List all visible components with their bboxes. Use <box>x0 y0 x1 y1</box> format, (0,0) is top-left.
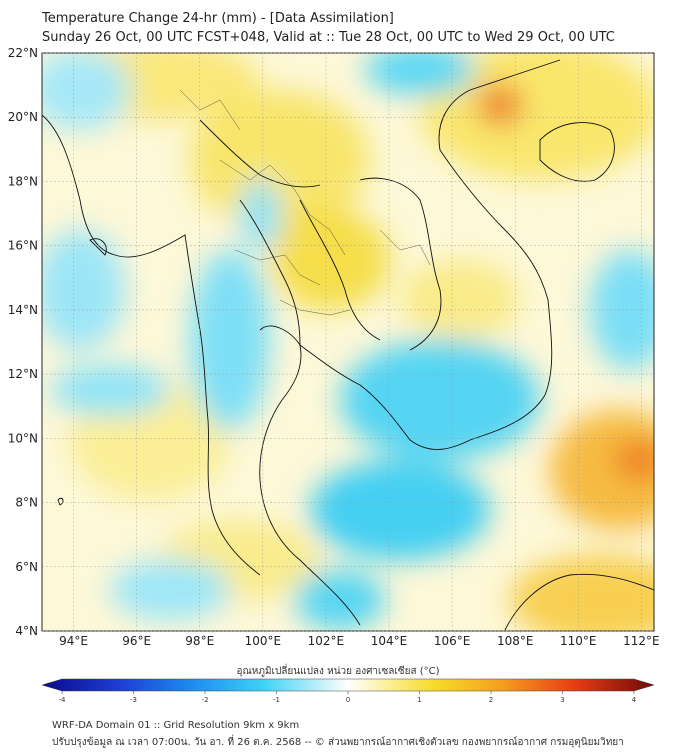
colorbar-bar <box>41 678 655 692</box>
lat-label: 12°N <box>8 367 38 381</box>
longitude-labels: 94°E 96°E 98°E 100°E 102°E 104°E 106°E 108°E 110… <box>59 634 660 648</box>
colorbar-tick-label: -2 <box>202 696 209 704</box>
lat-label: 20°N <box>8 110 38 124</box>
lat-label: 6°N <box>15 560 38 574</box>
lat-label: 8°N <box>15 496 38 510</box>
colorbar-tick-label: 0 <box>346 696 350 704</box>
lon-label: 108°E <box>497 634 534 648</box>
lon-label: 104°E <box>371 634 408 648</box>
colorbar-tick-label: 3 <box>560 696 564 704</box>
lon-label: 112°E <box>623 634 660 648</box>
colorbar-title: อุณหภูมิเปลี่ยนแปลง หน่วย องศาเซลเซียส (… <box>236 666 440 677</box>
map-title: Temperature Change 24-hr (mm) - [Data As… <box>42 11 394 26</box>
lat-label: 22°N <box>8 46 38 60</box>
graticule <box>42 52 654 632</box>
lat-label: 4°N <box>15 624 38 638</box>
lon-label: 102°E <box>308 634 345 648</box>
field-layer <box>42 53 654 631</box>
lon-label: 94°E <box>59 634 88 648</box>
colorbar: -4 -3 -2 -1 0 1 2 3 4 <box>41 678 655 704</box>
lat-label: 16°N <box>8 239 38 253</box>
temperature-change-map: 22°N 20°N 18°N 16°N 14°N 12°N 10°N 8°N 6°N 4°N 94… <box>8 46 660 648</box>
map-subtitle: Sunday 26 Oct, 00 UTC FCST+048, Valid at… <box>42 30 615 45</box>
lon-label: 100°E <box>245 634 282 648</box>
colorbar-tick-label: -1 <box>273 696 280 704</box>
lon-label: 106°E <box>434 634 471 648</box>
colorbar-tick-label: -4 <box>59 696 67 704</box>
colorbar-tick-label: -3 <box>130 696 137 704</box>
lon-label: 96°E <box>122 634 151 648</box>
lat-label: 18°N <box>8 174 38 188</box>
lon-label: 110°E <box>560 634 597 648</box>
colorbar-ticks: -4 -3 -2 -1 0 1 2 3 4 <box>59 691 637 704</box>
lat-label: 14°N <box>8 303 38 317</box>
latitude-labels: 22°N 20°N 18°N 16°N 14°N 12°N 10°N 8°N 6°N 4°N <box>8 46 38 638</box>
model-info: WRF-DA Domain 01 :: Grid Resolution 9km … <box>52 720 300 731</box>
colorbar-tick-label: 1 <box>417 696 421 704</box>
lat-label: 10°N <box>8 431 38 445</box>
credit-line: ปรับปรุงข้อมูล ณ เวลา 07:00น. วัน อา. ที… <box>52 737 624 748</box>
coastlines <box>42 59 654 631</box>
lon-label: 98°E <box>185 634 214 648</box>
colorbar-tick-label: 4 <box>632 696 637 704</box>
colorbar-tick-label: 2 <box>489 696 493 704</box>
